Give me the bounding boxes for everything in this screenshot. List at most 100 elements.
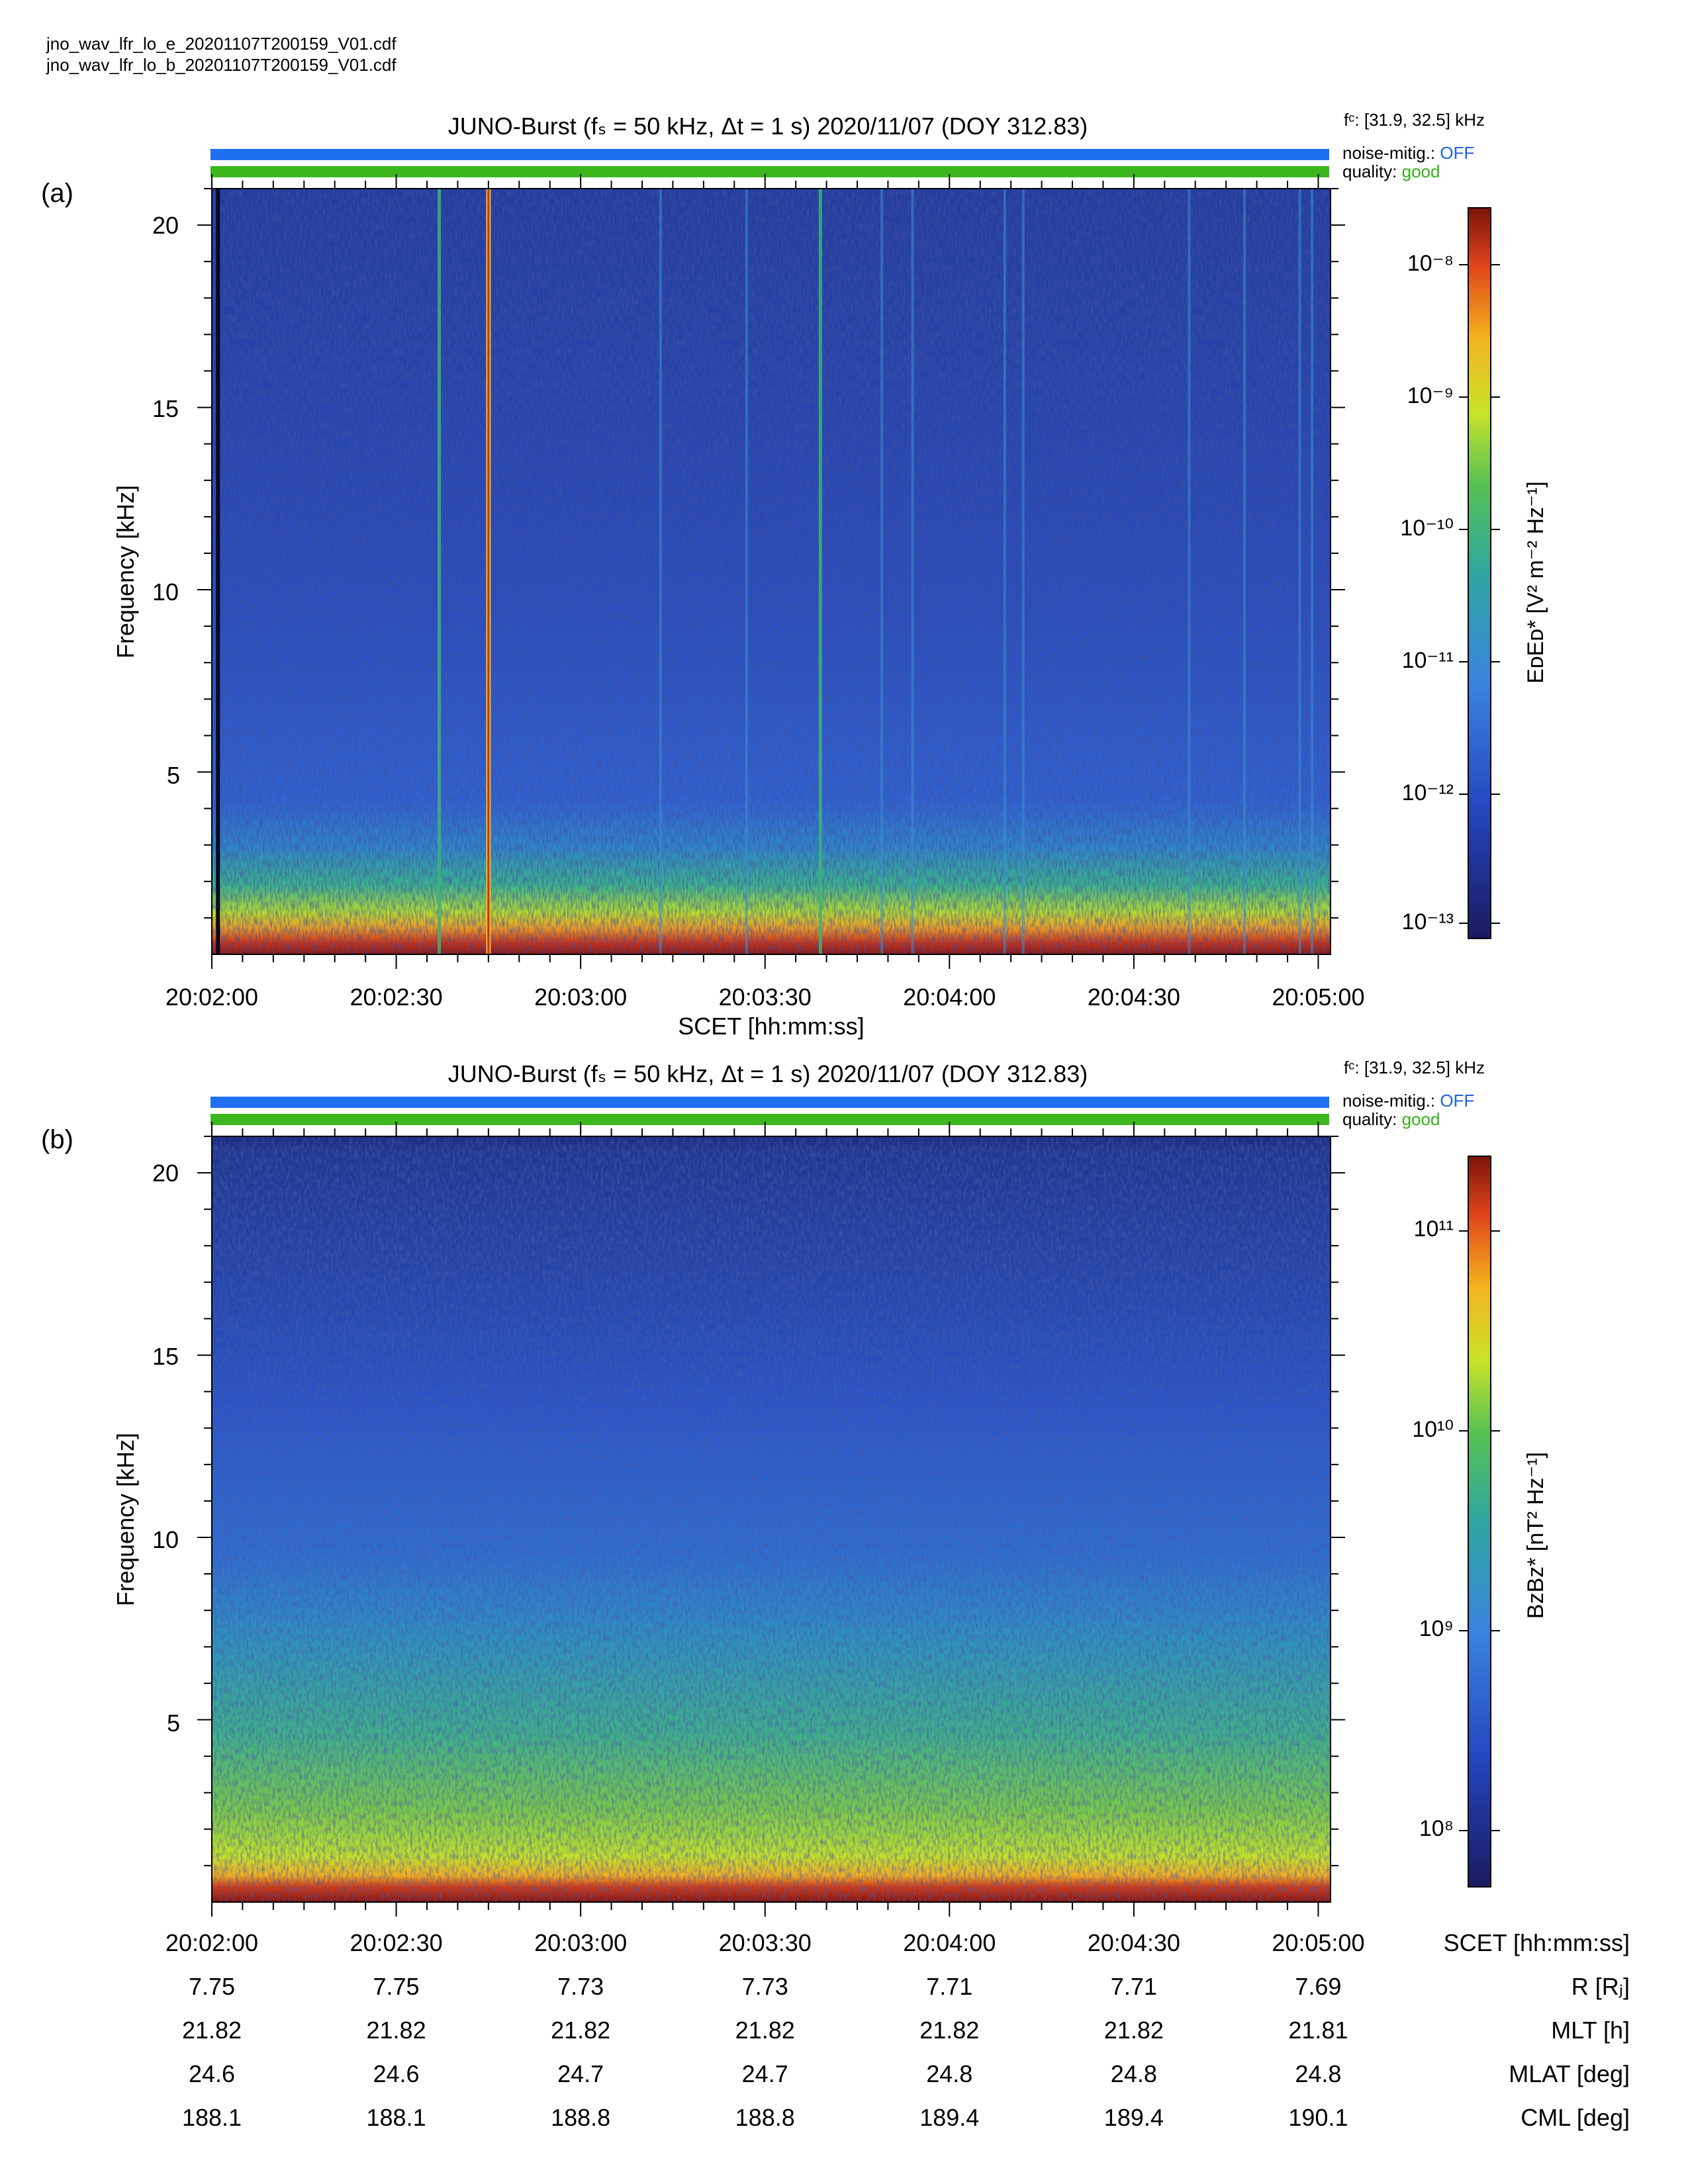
panel-b-colorbar-ticks [1459,1230,1500,1831]
panel-a-label: (a) [41,179,73,208]
ephemeris-cell: 20:02:00 [165,1929,259,1956]
ephemeris-cell: 24.8 [1110,2060,1157,2087]
panel-a-xtick-label: 20:03:30 [718,983,812,1011]
file-name-e: jno_wav_lfr_lo_e_20201107T200159_V01.cdf [46,34,397,54]
ephemeris-cell: 189.4 [1103,2104,1164,2131]
panel-a-colorbar-tick-label: 10⁻¹¹ [1401,648,1454,673]
panel-b-noise-bar [211,1097,1329,1108]
ephemeris-cell: 20:04:30 [1087,1929,1180,1956]
file-name-b: jno_wav_lfr_lo_b_20201107T200159_V01.cdf [46,55,397,75]
panel-b-noise-status: noise-mitig.: OFF [1342,1091,1475,1111]
panel-a-xtick-label: 20:03:00 [534,983,628,1011]
ephemeris-cell: 20:04:00 [903,1929,996,1956]
panel-a-colorbar-tick-label: 10⁻⁸ [1407,251,1454,276]
panel-a-burst-core [487,189,490,954]
panel-a-xtick-label: 20:02:00 [165,983,259,1011]
panel-a-colorbar [1468,207,1491,939]
panel-b-colorbar-label: BᴢBᴢ* [nT² Hz⁻¹] [1523,1451,1548,1619]
panel-a-burst-8 [1003,189,1006,954]
panel-a-burst-4 [745,189,748,954]
ephemeris-cell: 7.75 [188,1973,236,2000]
panel-a-ylabel: Frequency [kHz] [112,484,139,659]
panel-a-burst-0 [216,189,220,954]
ephemeris-cell: 188.8 [551,2104,611,2131]
ephemeris-cell: 21.82 [735,2017,795,2044]
panel-b-quality-bar [211,1114,1329,1125]
ephemeris-cell: 7.71 [926,1973,973,2000]
ephemeris-cell: 21.81 [1288,2017,1348,2044]
ephemeris-cell: 20:03:30 [718,1929,812,1956]
panel-b-colorbar [1468,1156,1491,1888]
ephemeris-cell: 7.73 [557,1973,604,2000]
ephemeris-cell: 20:03:00 [534,1929,628,1956]
ephemeris-cell: 21.82 [551,2017,611,2044]
panel-a-xtick-label: 20:04:30 [1087,983,1180,1011]
panel-a-ytick-5: 5 [167,762,181,789]
panel-b-label: (b) [41,1125,73,1154]
panel-b-colorbar-tick-label: 10¹¹ [1413,1216,1454,1242]
panel-a-spectrogram [197,174,1500,969]
ephemeris-cell: 7.75 [373,1973,420,2000]
ephemeris-cell: 24.8 [1295,2060,1342,2087]
ephemeris-cell: 21.82 [366,2017,426,2044]
panel-a-burst-7 [911,189,914,954]
ephemeris-row-label: MLT [h] [1551,2017,1630,2044]
panel-a-ytick-20: 20 [152,212,179,239]
panel-a-colorbar-tick-label: 10⁻¹³ [1401,909,1454,934]
panel-b-title: JUNO-Burst (fₛ = 50 kHz, Δt = 1 s) 2020/… [447,1060,1088,1087]
ephemeris-cell: 24.6 [373,2060,420,2087]
panel-a-axis-ticks [197,174,1345,969]
panel-a-xtick-label: 20:02:30 [350,983,443,1011]
panel-a-colorbar-tick-label: 10⁻¹⁰ [1400,516,1454,541]
ephemeris-cell: 188.8 [735,2104,795,2131]
panel-a-xlabel: SCET [hh:mm:ss] [678,1013,865,1040]
panel-b-axis-ticks [197,1122,1345,1917]
panel-a-burst-11 [1243,189,1246,954]
panel-b-colorbar-tick-label: 10¹⁰ [1412,1417,1454,1442]
panel-a-xtick-label: 20:04:00 [903,983,996,1011]
ephemeris-cell: 7.73 [741,1973,788,2000]
ephemeris-cell: 24.7 [741,2060,788,2087]
panel-a-quality-status: quality: good [1342,161,1440,181]
panel-b-spectrogram [197,1122,1500,1917]
panel-a-burst-3 [659,189,662,954]
panel-a-xtick-label: 20:05:00 [1272,983,1365,1011]
panel-a-title: JUNO-Burst (fₛ = 50 kHz, Δt = 1 s) 2020/… [447,113,1088,140]
panel-a-burst-13 [1311,189,1314,954]
ephemeris-cell: 190.1 [1288,2104,1348,2131]
panel-a-bursts [216,189,1314,954]
panel-a-quality-bar [211,166,1329,177]
ephemeris-cell: 7.69 [1295,1973,1342,2000]
panel-b-ytick-20: 20 [152,1160,179,1187]
panel-a-colorbar-tick-label: 10⁻¹² [1401,780,1454,805]
panel-a-burst-5 [818,189,822,954]
panel-a-colorbar-ticks [1459,264,1500,924]
ephemeris-row-label: R [Rⱼ] [1571,1973,1630,2000]
panel-b-ytick-10: 10 [152,1526,179,1553]
panel-b-ylabel: Frequency [kHz] [112,1432,139,1606]
ephemeris-row-label: CML [deg] [1521,2104,1630,2131]
panel-b-fc: fᶜ: [31.9, 32.5] kHz [1344,1058,1485,1077]
panel-a-fc: fᶜ: [31.9, 32.5] kHz [1344,110,1485,130]
ephemeris-cell: 20:05:00 [1272,1929,1365,1956]
ephemeris-cell: 7.71 [1110,1973,1157,2000]
panel-b-quality-status: quality: good [1342,1109,1440,1129]
ephemeris-cell: 188.1 [181,2104,242,2131]
ephemeris-row-label: SCET [hh:mm:ss] [1443,1929,1630,1956]
ephemeris-row-label: MLAT [deg] [1509,2060,1630,2087]
ephemeris-cell: 21.82 [1103,2017,1164,2044]
ephemeris-cell: 24.6 [188,2060,236,2087]
panel-a-colorbar-label: EᴅEᴅ* [V² m⁻² Hz⁻¹] [1523,481,1548,684]
ephemeris-cell: 188.1 [366,2104,426,2131]
panel-b-colorbar-tick-label: 10⁹ [1419,1616,1454,1641]
panel-a-ytick-15: 15 [152,395,179,422]
panel-a-noise-status: noise-mitig.: OFF [1342,143,1475,163]
panel-b-ytick-15: 15 [152,1343,179,1370]
panel-a-noise-bar [211,149,1329,160]
panel-a-burst-1 [438,189,442,954]
panel-b-colorbar-tick-label: 10⁸ [1419,1816,1454,1841]
panel-b-ytick-5: 5 [167,1709,181,1737]
ephemeris-cell: 20:02:30 [350,1929,443,1956]
panel-a-burst-12 [1298,189,1301,954]
panel-a-burst-6 [880,189,884,954]
